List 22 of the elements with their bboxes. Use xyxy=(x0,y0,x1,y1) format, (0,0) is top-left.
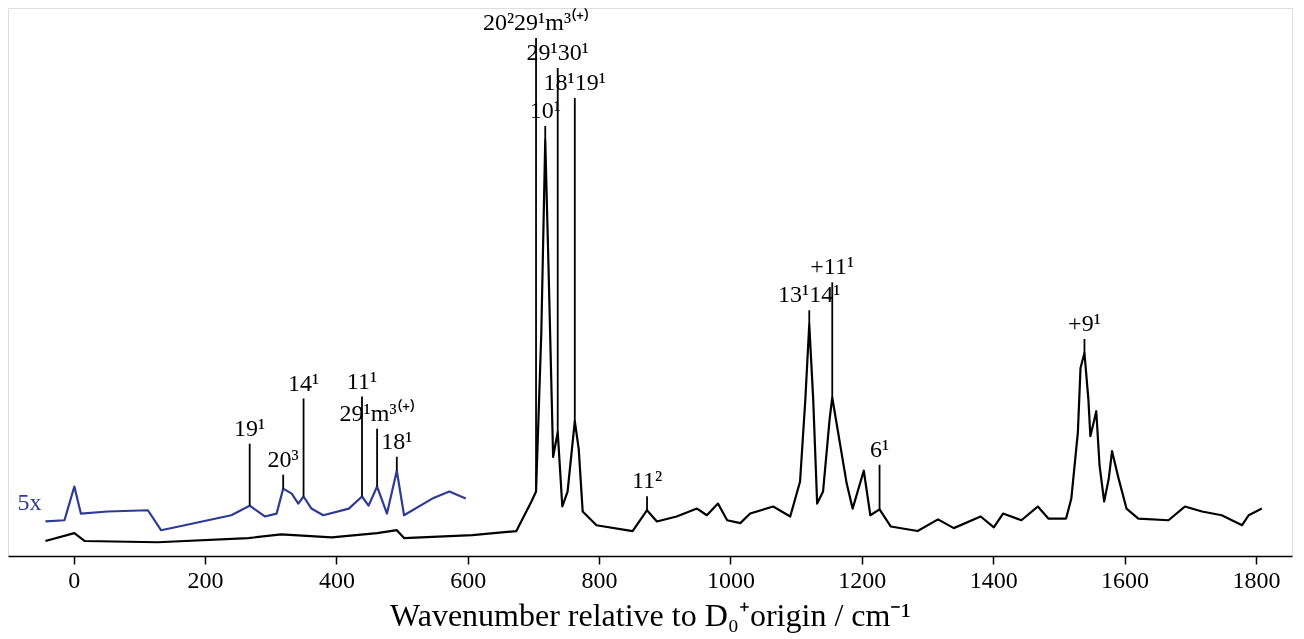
annotation: +11¹ xyxy=(810,253,855,280)
x-tick-label: 1200 xyxy=(838,566,887,593)
annotation: 11¹ xyxy=(346,367,378,394)
series-label: 5x xyxy=(17,489,42,516)
x-tick-label: 1400 xyxy=(969,566,1018,593)
x-tick-label: 200 xyxy=(187,566,224,593)
annotation: +9¹ xyxy=(1068,309,1101,336)
x-tick-label: 1600 xyxy=(1101,566,1150,593)
x-tick-label: 800 xyxy=(581,566,618,593)
annotation: 11² xyxy=(631,467,663,494)
x-axis-title: Wavenumber relative to D₀⁺origin / cm⁻¹ xyxy=(390,596,911,633)
annotation: 14¹ xyxy=(287,369,320,396)
x-tick-label: 1800 xyxy=(1232,566,1281,593)
x-tick-label: 1000 xyxy=(706,566,755,593)
annotation: 18¹ xyxy=(381,427,413,454)
annotation: 19¹ xyxy=(234,414,266,441)
annotation: 6¹ xyxy=(869,435,890,462)
x-tick-label: 600 xyxy=(450,566,487,593)
annotation: 20²29¹m³⁽⁺⁾ xyxy=(482,8,590,35)
annotation: 20³ xyxy=(267,445,299,472)
x-tick-label: 400 xyxy=(318,566,355,593)
x-tick-label: 0 xyxy=(68,566,81,593)
